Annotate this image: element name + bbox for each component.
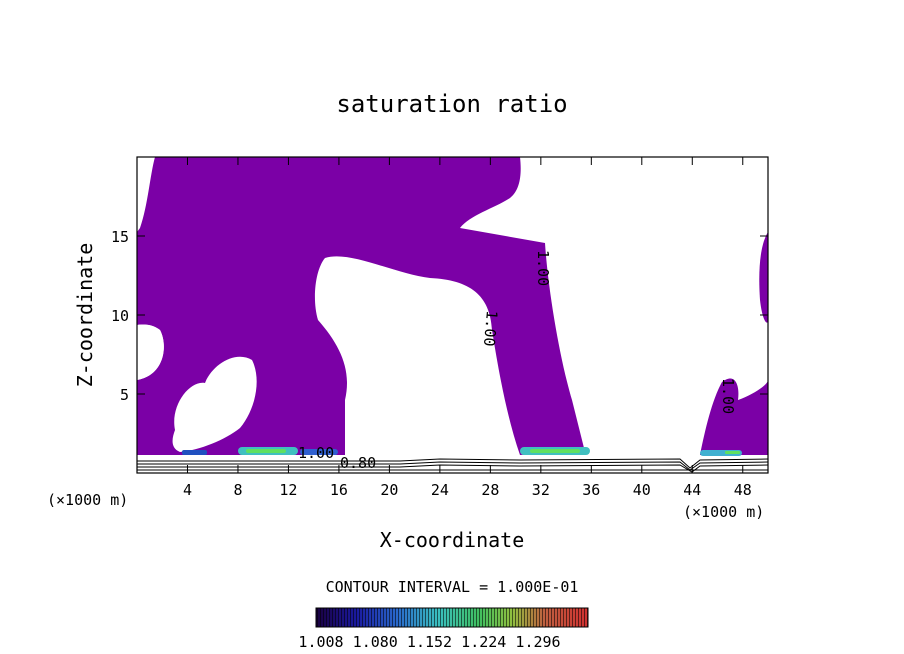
contour-labels: 1.00 1.00 1.00 1.00 0.80 [298, 250, 737, 472]
contour-interval-text: CONTOUR INTERVAL = 1.000E-01 [326, 578, 579, 596]
x-tick-label: 16 [330, 481, 348, 499]
x-tick-label: 8 [233, 481, 242, 499]
x-tick-label: 4 [183, 481, 192, 499]
high-ratio-blobs [182, 447, 742, 456]
x-tick-label: 40 [633, 481, 651, 499]
contour-label: 1.00 [480, 310, 501, 348]
colorbar-tick-label: 1.224 [461, 633, 506, 651]
x-tick-label: 36 [582, 481, 600, 499]
x-tick-label: 24 [431, 481, 449, 499]
contour-label: 1.00 [298, 444, 334, 462]
y-tick-label: 15 [111, 228, 129, 246]
plot-area [137, 157, 768, 473]
y-tick-label: 5 [120, 386, 129, 404]
supersaturated-region-right [759, 232, 768, 323]
x-tick-label: 44 [683, 481, 701, 499]
x-tick-label: 20 [380, 481, 398, 499]
y-tick-label: 10 [111, 307, 129, 325]
x-axis-label: X-coordinate [380, 528, 525, 552]
y-axis: 5 10 15 [111, 228, 768, 404]
x-tick-label: 28 [481, 481, 499, 499]
x-tick-label: 48 [734, 481, 752, 499]
chart-title: saturation ratio [336, 90, 567, 118]
colorbar-labels: 1.008 1.080 1.152 1.224 1.296 [298, 633, 560, 651]
contour-label: 1.00 [534, 250, 552, 286]
x-tick-label: 32 [532, 481, 550, 499]
colorbar-tick-label: 1.080 [353, 633, 398, 651]
contour-label: 1.00 [719, 378, 737, 414]
colorbar-tick-label: 1.152 [407, 633, 452, 651]
surface-contours [137, 458, 768, 473]
colorbar [315, 607, 589, 628]
colorbar-tick-label: 1.296 [515, 633, 560, 651]
x-axis: 4 8 12 16 20 24 28 32 36 40 44 48 [183, 157, 752, 499]
x-unit-right: (×1000 m) [683, 503, 764, 521]
x-tick-label: 12 [279, 481, 297, 499]
colorbar-tick-label: 1.008 [298, 633, 343, 651]
y-axis-label: Z-coordinate [73, 243, 97, 388]
x-unit-left: (×1000 m) [47, 491, 128, 509]
contour-label: 0.80 [340, 454, 376, 472]
